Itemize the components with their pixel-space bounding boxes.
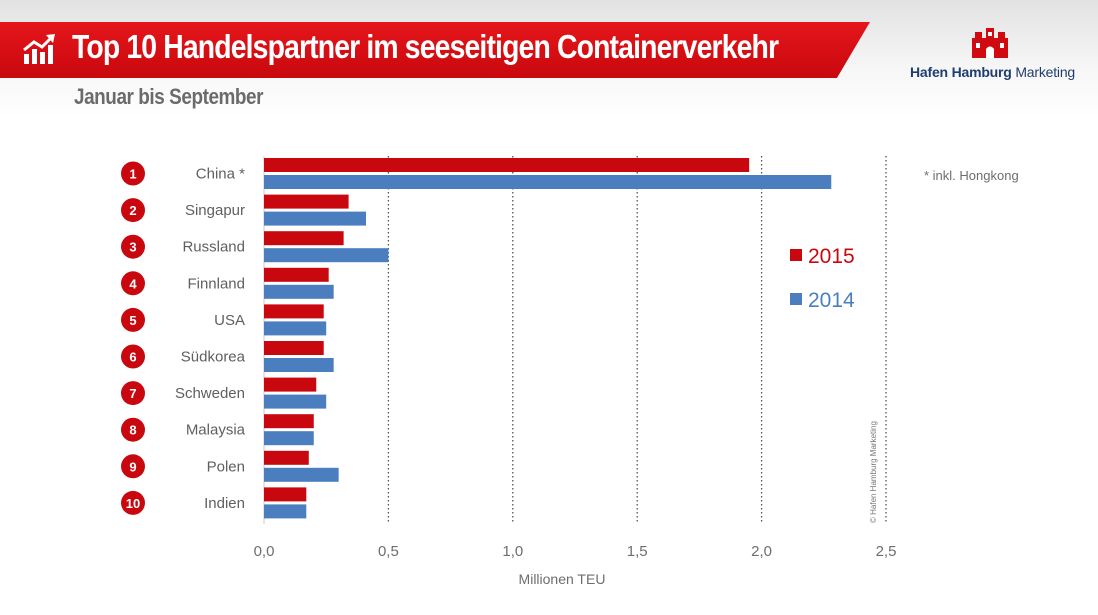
- hafen-hamburg-logo: Hafen Hamburg Marketing: [908, 28, 1078, 84]
- rank-number: 8: [129, 423, 136, 438]
- rank-badge: [121, 344, 145, 369]
- bar-2015: [264, 158, 750, 172]
- legend-label-2014: 2014: [808, 289, 855, 312]
- rank-badge: [121, 198, 145, 223]
- category-label: Indien: [204, 495, 245, 512]
- x-tick-label: 2,5: [876, 543, 897, 560]
- labels: 0,0 0,5 1,0 1,5 2,0 2,5 China * 1 Singapur 2 Russl…: [121, 161, 1019, 587]
- rank-badge: [121, 454, 145, 479]
- x-tick-label: 0,5: [378, 543, 399, 560]
- grid-lines: [263, 156, 887, 524]
- bar-2014: [264, 284, 334, 299]
- bar-2015: [264, 304, 324, 319]
- bar-2014: [264, 467, 339, 482]
- rank-badge: [121, 234, 145, 259]
- category-label: Singapur: [185, 202, 245, 219]
- x-axis-label: Millionen TEU: [519, 571, 606, 587]
- bars: [264, 158, 832, 519]
- category-label: Malaysia: [186, 422, 246, 439]
- bar-2015: [264, 414, 314, 429]
- page-title: Top 10 Handelspartner im seeseitigen Con…: [72, 28, 779, 65]
- bar-2015: [264, 194, 349, 209]
- rank-number: 1: [129, 167, 136, 182]
- rank-badge: [121, 271, 145, 296]
- hamburg-castle-icon: [972, 28, 1008, 58]
- category-label: USA: [214, 312, 245, 329]
- bar-2014: [264, 211, 367, 226]
- title-bar: Top 10 Handelspartner im seeseitigen Con…: [0, 22, 870, 78]
- category-label: Südkorea: [181, 349, 246, 366]
- legend-label-2015: 2015: [808, 245, 855, 268]
- bar-2014: [264, 248, 389, 263]
- bar-2014: [264, 175, 832, 189]
- bar-2015: [264, 487, 307, 502]
- rank-number: 9: [129, 459, 136, 474]
- bar-2014: [264, 504, 307, 519]
- rank-number: 4: [129, 276, 137, 291]
- x-tick-label: 1,5: [627, 543, 648, 560]
- logo-name-bold: Hafen Hamburg: [910, 64, 1012, 80]
- category-label: Russland: [182, 239, 245, 256]
- category-label: Polen: [207, 458, 245, 475]
- bar-2015: [264, 267, 329, 282]
- category-label: Finnland: [187, 275, 245, 292]
- bar-2014: [264, 321, 327, 336]
- footnote: * inkl. Hongkong: [924, 168, 1019, 183]
- category-label: Schweden: [175, 385, 245, 402]
- rank-badge: [121, 161, 145, 186]
- bar-2015: [264, 341, 324, 355]
- page-subtitle: Januar bis September: [74, 84, 264, 109]
- rank-badge: [121, 307, 145, 332]
- rank-badge: [121, 417, 145, 442]
- bar-2014: [264, 394, 327, 409]
- logo-name-light: Marketing: [1011, 64, 1075, 80]
- logo-wordmark: Hafen Hamburg Marketing: [910, 64, 1075, 80]
- x-tick-label: 2,0: [751, 543, 772, 560]
- rank-badge: [121, 490, 145, 515]
- x-tick-label: 0,0: [254, 543, 275, 560]
- rank-number: 7: [129, 386, 136, 401]
- legend-swatch-2015: [790, 249, 802, 261]
- category-label: China *: [196, 166, 245, 183]
- rank-number: 2: [129, 203, 136, 218]
- rank-number: 3: [129, 240, 136, 255]
- copyright-note: © Hafen Hamburg Marketing: [869, 421, 878, 523]
- bar-2015: [264, 231, 344, 246]
- bar-2015: [264, 450, 309, 465]
- rank-number: 5: [129, 313, 136, 328]
- legend-swatch-2014: [790, 293, 802, 305]
- trend-chart-icon: [23, 34, 55, 64]
- bar-2014: [264, 358, 334, 372]
- rank-number: 10: [126, 496, 140, 511]
- rank-number: 6: [129, 350, 136, 365]
- rank-badge: [121, 381, 145, 406]
- bar-2014: [264, 431, 314, 446]
- x-tick-label: 1,0: [502, 543, 523, 560]
- bar-2015: [264, 377, 317, 392]
